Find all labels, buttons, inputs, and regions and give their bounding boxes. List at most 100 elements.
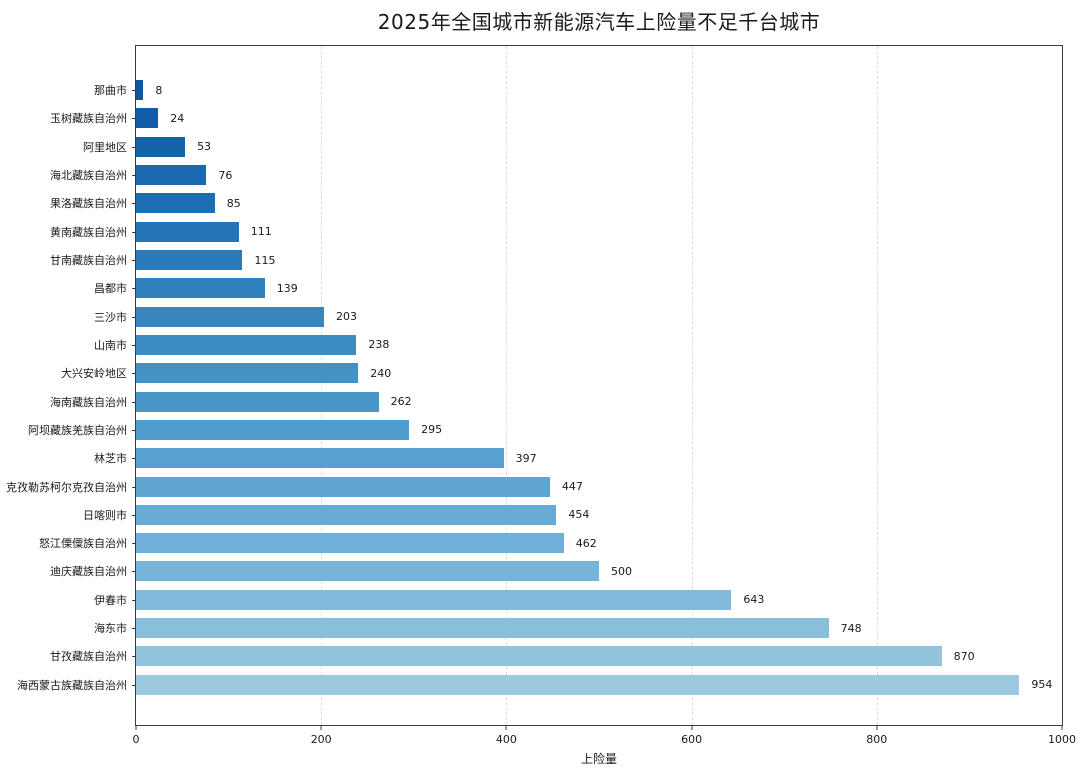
category-label: 大兴安岭地区 <box>61 367 127 381</box>
bar-row: 林芝市 397 <box>94 444 1062 472</box>
category-label: 海东市 <box>94 622 127 636</box>
category-label: 那曲市 <box>94 84 127 98</box>
bar <box>136 476 550 497</box>
category-label: 海西蒙古族藏族自治州 <box>17 678 127 692</box>
category-label: 甘南藏族自治州 <box>50 254 127 268</box>
bar <box>136 165 207 186</box>
category-label: 日喀则市 <box>83 508 127 522</box>
value-label: 643 <box>743 593 765 607</box>
category-label: 甘孜藏族自治州 <box>50 650 127 664</box>
bar-row: 怒江傈僳族自治州 462 <box>39 529 1062 557</box>
value-label: 295 <box>421 423 443 437</box>
bar-row: 阿坝藏族羌族自治州 295 <box>28 416 1062 444</box>
value-label: 24 <box>170 111 185 125</box>
value-label: 53 <box>197 140 212 154</box>
y-tick-mark <box>132 175 136 177</box>
y-tick-mark <box>132 288 136 290</box>
value-label: 85 <box>226 196 241 210</box>
category-label: 迪庆藏族自治州 <box>50 565 127 579</box>
gridline <box>876 46 878 725</box>
value-label: 454 <box>568 508 590 522</box>
bar <box>136 278 265 299</box>
x-tick-mark <box>691 726 693 730</box>
value-label: 76 <box>218 168 233 182</box>
category-label: 阿里地区 <box>83 140 127 154</box>
value-label: 139 <box>276 281 298 295</box>
bar <box>136 306 324 327</box>
y-tick-mark <box>132 514 136 516</box>
category-label: 伊春市 <box>94 593 127 607</box>
bar-row: 黄南藏族自治州 111 <box>50 218 1062 246</box>
x-tick-mark <box>505 726 507 730</box>
value-label: 447 <box>561 480 583 494</box>
bar <box>136 136 186 157</box>
y-tick-mark <box>132 316 136 318</box>
bar-row: 海西蒙古族藏族自治州 954 <box>17 671 1062 699</box>
bar <box>136 589 732 610</box>
bar-row: 海北藏族自治州 76 <box>50 161 1062 189</box>
y-tick-mark <box>132 458 136 460</box>
value-label: 238 <box>368 338 390 352</box>
bars-group: 那曲市 8 玉树藏族自治州 24 阿里地区 53 海北藏族自治州 76 果洛藏族自治州 85 黄南藏… <box>6 76 1062 699</box>
x-tick-label: 200 <box>310 733 332 746</box>
y-tick-mark <box>132 656 136 658</box>
bar-row: 三沙市 203 <box>94 303 1062 331</box>
y-tick-mark <box>132 684 136 686</box>
y-tick-mark <box>132 146 136 148</box>
category-label: 海北藏族自治州 <box>50 169 127 183</box>
value-label: 203 <box>335 310 357 324</box>
bar-row: 甘孜藏族自治州 870 <box>50 642 1062 670</box>
x-tick-mark <box>876 726 878 730</box>
category-label: 海南藏族自治州 <box>50 395 127 409</box>
category-label: 玉树藏族自治州 <box>50 112 127 126</box>
y-tick-mark <box>132 373 136 375</box>
y-tick-mark <box>132 628 136 630</box>
value-label: 115 <box>254 253 276 267</box>
bar <box>136 193 215 214</box>
y-tick-mark <box>132 203 136 205</box>
bar-row: 阿里地区 53 <box>83 133 1062 161</box>
bar <box>136 504 557 525</box>
gridline <box>691 46 693 725</box>
x-tick-label: 800 <box>866 733 888 746</box>
y-tick-mark <box>132 599 136 601</box>
category-label: 昌都市 <box>94 282 127 296</box>
y-tick-mark <box>132 543 136 545</box>
bar <box>136 250 243 271</box>
y-tick-mark <box>132 90 136 92</box>
bar <box>136 334 357 355</box>
bar-row: 海南藏族自治州 262 <box>50 387 1062 415</box>
bar <box>136 108 159 129</box>
x-tick-mark <box>1061 726 1063 730</box>
y-tick-mark <box>132 429 136 431</box>
x-axis-title: 上险量 <box>580 752 618 766</box>
x-tick-mark <box>320 726 322 730</box>
bar <box>136 674 1020 695</box>
value-label: 954 <box>1031 678 1053 692</box>
bar <box>136 221 239 242</box>
bar <box>136 391 379 412</box>
chart-title: 2025年全国城市新能源汽车上险量不足千台城市 <box>377 10 821 34</box>
value-label: 500 <box>611 564 632 578</box>
bar <box>136 363 359 384</box>
category-label: 克孜勒苏柯尔克孜自治州 <box>6 480 127 494</box>
value-label: 240 <box>370 366 392 380</box>
value-label: 262 <box>390 395 412 409</box>
value-label: 8 <box>155 83 163 97</box>
value-label: 111 <box>250 225 272 239</box>
bar-row: 克孜勒苏柯尔克孜自治州 447 <box>6 472 1062 500</box>
bar <box>136 80 144 101</box>
bar-row: 昌都市 139 <box>94 274 1062 302</box>
value-label: 748 <box>840 621 862 635</box>
y-tick-mark <box>132 260 136 262</box>
value-label: 462 <box>575 536 597 550</box>
y-tick-mark <box>132 118 136 120</box>
plot-area: 那曲市 8 玉树藏族自治州 24 阿里地区 53 海北藏族自治州 76 果洛藏族自治州 85 黄南藏… <box>6 45 1076 766</box>
bar-row: 山南市 238 <box>94 331 1062 359</box>
gridline <box>321 46 323 725</box>
category-label: 林芝市 <box>94 452 127 466</box>
y-tick-mark <box>132 344 136 346</box>
bar-row: 日喀则市 454 <box>83 501 1062 529</box>
y-tick-mark <box>132 486 136 488</box>
bar-row: 伊春市 643 <box>94 586 1062 614</box>
